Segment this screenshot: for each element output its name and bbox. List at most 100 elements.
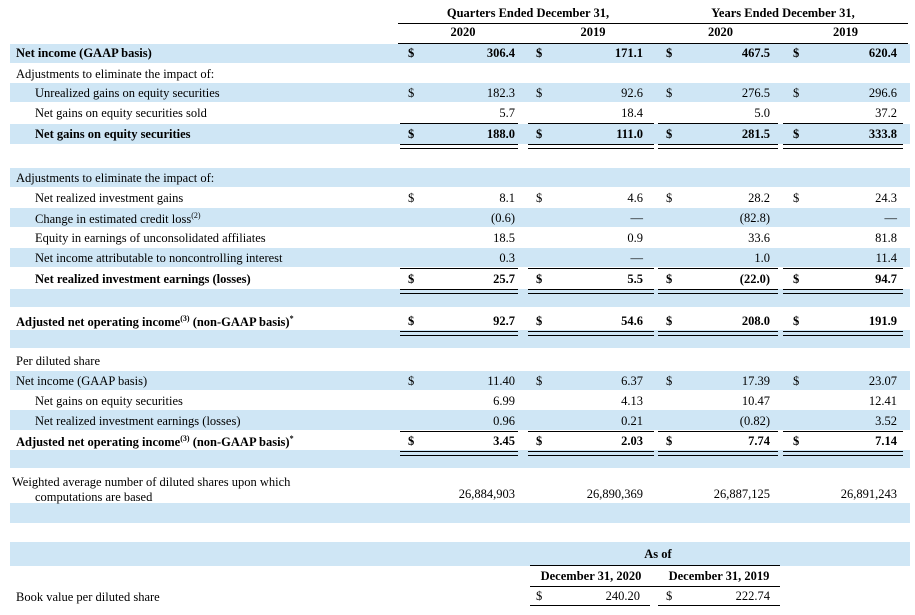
currency-symbol: $ bbox=[536, 86, 543, 100]
table-cell: 0.21 bbox=[621, 414, 643, 428]
as-of-header: As of bbox=[644, 547, 672, 561]
row-label: Net income (GAAP basis) bbox=[16, 46, 152, 60]
row-label: Adjusted net operating income(3) (non-GA… bbox=[16, 314, 294, 330]
table-cell: 37.2 bbox=[875, 106, 897, 120]
table-cell: 7.74 bbox=[748, 434, 770, 448]
currency-symbol: $ bbox=[666, 127, 673, 141]
row-underline bbox=[783, 268, 903, 269]
currency-symbol: $ bbox=[793, 314, 800, 328]
row-label: Net gains on equity securities bbox=[35, 394, 183, 408]
row-underline bbox=[528, 431, 654, 432]
table-cell: 94.7 bbox=[875, 272, 897, 286]
currency-symbol: $ bbox=[536, 272, 543, 286]
row-label: Net income attributable to noncontrollin… bbox=[35, 251, 283, 265]
row-label: Equity in earnings of unconsolidated aff… bbox=[35, 231, 266, 245]
currency-symbol: $ bbox=[666, 374, 673, 388]
table-cell: 0.9 bbox=[627, 231, 643, 245]
table-cell: (0.6) bbox=[491, 211, 515, 225]
row-underline bbox=[400, 289, 518, 294]
table-cell: 188.0 bbox=[486, 127, 515, 141]
row-underline bbox=[658, 331, 778, 336]
row-label: Net realized investment gains bbox=[35, 191, 184, 205]
table-cell: 26,890,369 bbox=[586, 487, 643, 501]
currency-symbol: $ bbox=[408, 314, 415, 328]
currency-symbol: $ bbox=[793, 86, 800, 100]
row-label: Net income (GAAP basis) bbox=[16, 374, 148, 388]
header-quarters: Quarters Ended December 31, bbox=[446, 6, 610, 20]
row-underline bbox=[658, 144, 778, 149]
table-cell: 54.6 bbox=[621, 314, 643, 328]
row-underline bbox=[658, 289, 778, 294]
table-cell: 0.96 bbox=[493, 414, 515, 428]
column-header: 2020 bbox=[708, 25, 733, 39]
currency-symbol: $ bbox=[408, 191, 415, 205]
row-label: Change in estimated credit loss(2) bbox=[35, 211, 201, 227]
currency-symbol: $ bbox=[408, 374, 415, 388]
table-cell: 23.07 bbox=[868, 374, 897, 388]
currency-symbol: $ bbox=[666, 589, 673, 603]
row-underline bbox=[783, 144, 903, 149]
row-label: Adjustments to eliminate the impact of: bbox=[16, 67, 215, 81]
row-underline bbox=[400, 144, 518, 149]
row-underline bbox=[783, 289, 903, 294]
table-cell: — bbox=[630, 211, 644, 225]
table-cell: 7.14 bbox=[875, 434, 897, 448]
currency-symbol: $ bbox=[793, 374, 800, 388]
header-years: Years Ended December 31, bbox=[711, 6, 855, 20]
table-cell: 0.3 bbox=[499, 251, 515, 265]
table-cell: 92.6 bbox=[621, 86, 643, 100]
row-underline bbox=[783, 123, 903, 124]
table-cell: 5.5 bbox=[627, 272, 643, 286]
table-cell: 111.0 bbox=[616, 127, 643, 141]
table-cell: 25.7 bbox=[493, 272, 515, 286]
row-underline bbox=[528, 289, 654, 294]
currency-symbol: $ bbox=[793, 272, 800, 286]
row-label: Net realized investment earnings (losses… bbox=[35, 414, 241, 428]
row-underline bbox=[528, 451, 654, 456]
table-cell: (82.8) bbox=[739, 211, 770, 225]
currency-symbol: $ bbox=[793, 191, 800, 205]
table-cell: 26,891,243 bbox=[840, 487, 897, 501]
table-cell: 306.4 bbox=[486, 46, 515, 60]
row-underline bbox=[658, 451, 778, 456]
row-label: Weighted average number of diluted share… bbox=[12, 475, 291, 504]
table-cell: 26,884,903 bbox=[458, 487, 515, 501]
column-header: 2019 bbox=[580, 25, 606, 39]
row-underline bbox=[400, 431, 518, 432]
column-header: 2019 bbox=[833, 25, 858, 39]
table-cell: 3.45 bbox=[493, 434, 515, 448]
table-cell: 182.3 bbox=[486, 86, 515, 100]
row-label: Net realized investment earnings (losses… bbox=[35, 272, 251, 286]
table-cell: — bbox=[884, 211, 898, 225]
table-cell: 6.99 bbox=[493, 394, 515, 408]
currency-symbol: $ bbox=[666, 272, 673, 286]
table-cell: 620.4 bbox=[868, 46, 897, 60]
table-cell: 11.40 bbox=[487, 374, 515, 388]
row-underline bbox=[528, 144, 654, 149]
table-cell: 8.1 bbox=[499, 191, 515, 205]
currency-symbol: $ bbox=[536, 374, 543, 388]
row-label: Net gains on equity securities sold bbox=[35, 106, 207, 120]
table-cell: 333.8 bbox=[868, 127, 897, 141]
book-value-label: Book value per diluted share bbox=[16, 590, 160, 604]
row-underline bbox=[783, 331, 903, 336]
table-cell: 5.7 bbox=[499, 106, 515, 120]
currency-symbol: $ bbox=[536, 434, 543, 448]
table-cell: 18.4 bbox=[621, 106, 643, 120]
row-underline bbox=[783, 451, 903, 456]
table-cell: 467.5 bbox=[741, 46, 770, 60]
currency-symbol: $ bbox=[666, 314, 673, 328]
table-cell: 191.9 bbox=[868, 314, 897, 328]
table-cell: 24.3 bbox=[875, 191, 897, 205]
table-cell: 5.0 bbox=[754, 106, 770, 120]
currency-symbol: $ bbox=[536, 191, 543, 205]
table-cell: 171.1 bbox=[614, 46, 643, 60]
currency-symbol: $ bbox=[408, 434, 415, 448]
column-header: 2020 bbox=[450, 25, 476, 39]
currency-symbol: $ bbox=[408, 86, 415, 100]
row-underline bbox=[400, 451, 518, 456]
currency-symbol: $ bbox=[536, 314, 543, 328]
row-underline bbox=[528, 123, 654, 124]
row-underline bbox=[528, 331, 654, 336]
